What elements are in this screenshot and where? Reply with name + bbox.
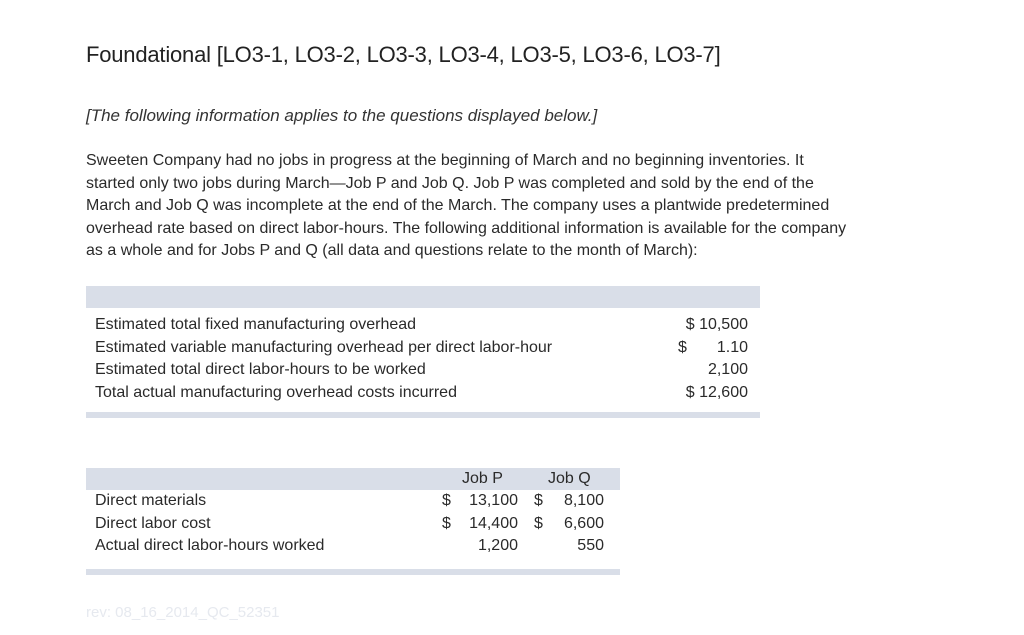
intro-line: overhead rate based on direct labor-hour… xyxy=(86,219,847,237)
intro-paragraph: Sweeten Company had no jobs in progress … xyxy=(86,150,956,263)
table-row: Total actual manufacturing overhead cost… xyxy=(86,382,760,405)
table-footer-bar xyxy=(86,412,760,418)
revision-watermark: rev: 08_16_2014_QC_52351 xyxy=(86,604,280,621)
dollar-sign: $ xyxy=(442,514,451,532)
row-label: Estimated total fixed manufacturing over… xyxy=(95,316,417,333)
intro-line: started only two jobs during March—Job P… xyxy=(86,174,814,192)
table-row: Estimated variable manufacturing overhea… xyxy=(86,337,760,360)
column-header-job-q: Job Q xyxy=(548,470,591,487)
dollar-sign: $ xyxy=(678,338,687,356)
row-value: $ 10,500 xyxy=(685,316,748,333)
table-row: Direct materials $ 13,100 $ 8,100 xyxy=(86,490,620,513)
job-p-value: 1,200 xyxy=(477,537,518,554)
dollar-sign: $ xyxy=(442,492,451,509)
page-title: Foundational [LO3-1, LO3-2, LO3-3, LO3-4… xyxy=(86,42,721,67)
table-body: Direct materials $ 13,100 $ 8,100 Direct… xyxy=(86,490,620,569)
row-label: Actual direct labor-hours worked xyxy=(95,537,325,554)
intro-line: March and Job Q was incomplete at the en… xyxy=(86,197,830,214)
dollar-sign: $ xyxy=(534,492,543,509)
table-header-bar xyxy=(86,286,760,308)
intro-line: as a whole and for Jobs P and Q (all dat… xyxy=(86,242,698,259)
row-value: 2,100 xyxy=(707,361,748,378)
job-p-value: 13,100 xyxy=(469,492,518,509)
job-q-value: 550 xyxy=(577,537,604,554)
dollar-sign: $ xyxy=(534,514,543,532)
table-footer-bar xyxy=(86,568,620,575)
intro-line: Sweeten Company had no jobs in progress … xyxy=(86,152,804,169)
table-row: Estimated total direct labor-hours to be… xyxy=(86,359,760,382)
job-q-value: 8,100 xyxy=(563,492,604,509)
table-body: Estimated total fixed manufacturing over… xyxy=(86,308,760,412)
row-value: 1.10 xyxy=(716,338,748,356)
row-label: Direct labor cost xyxy=(95,514,211,532)
job-p-value: 14,400 xyxy=(469,514,518,532)
overhead-table: Estimated total fixed manufacturing over… xyxy=(86,286,760,418)
table-row: Direct labor cost $ 14,400 $ 6,600 xyxy=(86,513,620,536)
instruction-note: [The following information applies to th… xyxy=(86,106,598,125)
jobs-table: Job P Job Q Direct materials $ 13,100 $ … xyxy=(86,468,620,575)
column-header-job-p: Job P xyxy=(462,470,503,487)
row-value: $ 12,600 xyxy=(685,383,748,401)
table-row: Estimated total fixed manufacturing over… xyxy=(86,314,760,337)
row-label: Total actual manufacturing overhead cost… xyxy=(95,383,457,401)
job-q-value: 6,600 xyxy=(563,514,604,532)
table-row: Actual direct labor-hours worked 1,200 5… xyxy=(86,535,620,558)
row-label: Direct materials xyxy=(95,492,207,509)
row-label: Estimated variable manufacturing overhea… xyxy=(95,338,553,356)
row-label: Estimated total direct labor-hours to be… xyxy=(95,361,426,378)
table-header-row: Job P Job Q xyxy=(86,468,620,490)
